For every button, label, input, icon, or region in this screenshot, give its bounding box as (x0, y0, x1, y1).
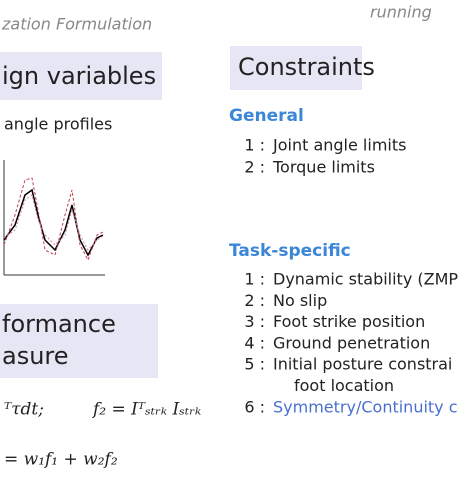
item-number: 1 : (244, 136, 265, 155)
note: running (370, 3, 432, 22)
heading: asure (2, 342, 69, 370)
heading-box (0, 52, 162, 100)
heading-box (0, 304, 158, 378)
item-number: 5 : (244, 355, 265, 374)
heading: formance (2, 310, 116, 338)
item-number: 1 : (244, 270, 265, 289)
item-text: Joint angle limits (272, 136, 406, 155)
item-text: Initial posture constrai (273, 355, 452, 374)
section-title: Task-specific (229, 241, 351, 261)
item-number: 2 : (244, 158, 265, 177)
item-text: foot location (294, 376, 394, 395)
item-text: Dynamic stability (ZMP (273, 270, 458, 289)
formula: ᵀτdt; (4, 400, 44, 420)
heading: Constraints (238, 53, 375, 81)
item-number: 4 : (244, 333, 265, 352)
heading: ign variables (2, 62, 156, 90)
heading-box (230, 46, 362, 90)
item-number: 3 : (244, 312, 265, 331)
plot (3, 160, 105, 276)
item-number: 6 : (244, 397, 265, 416)
item-text: No slip (273, 291, 327, 310)
section-title: General (229, 106, 304, 126)
item-number: 2 : (244, 291, 265, 310)
formula: = w₁f₁ + w₂f₂ (4, 450, 118, 470)
formula: f₂ = Iᵀₛₜᵣₖ Iₛₜᵣₖ (91, 400, 201, 420)
slide-title: zation Formulation (1, 15, 152, 34)
item-text: Symmetry/Continuity c (273, 397, 458, 416)
item-text: Torque limits (272, 158, 375, 177)
item-text: Ground penetration (273, 333, 430, 352)
item: angle profiles (4, 115, 112, 134)
item-text: Foot strike position (273, 312, 425, 331)
